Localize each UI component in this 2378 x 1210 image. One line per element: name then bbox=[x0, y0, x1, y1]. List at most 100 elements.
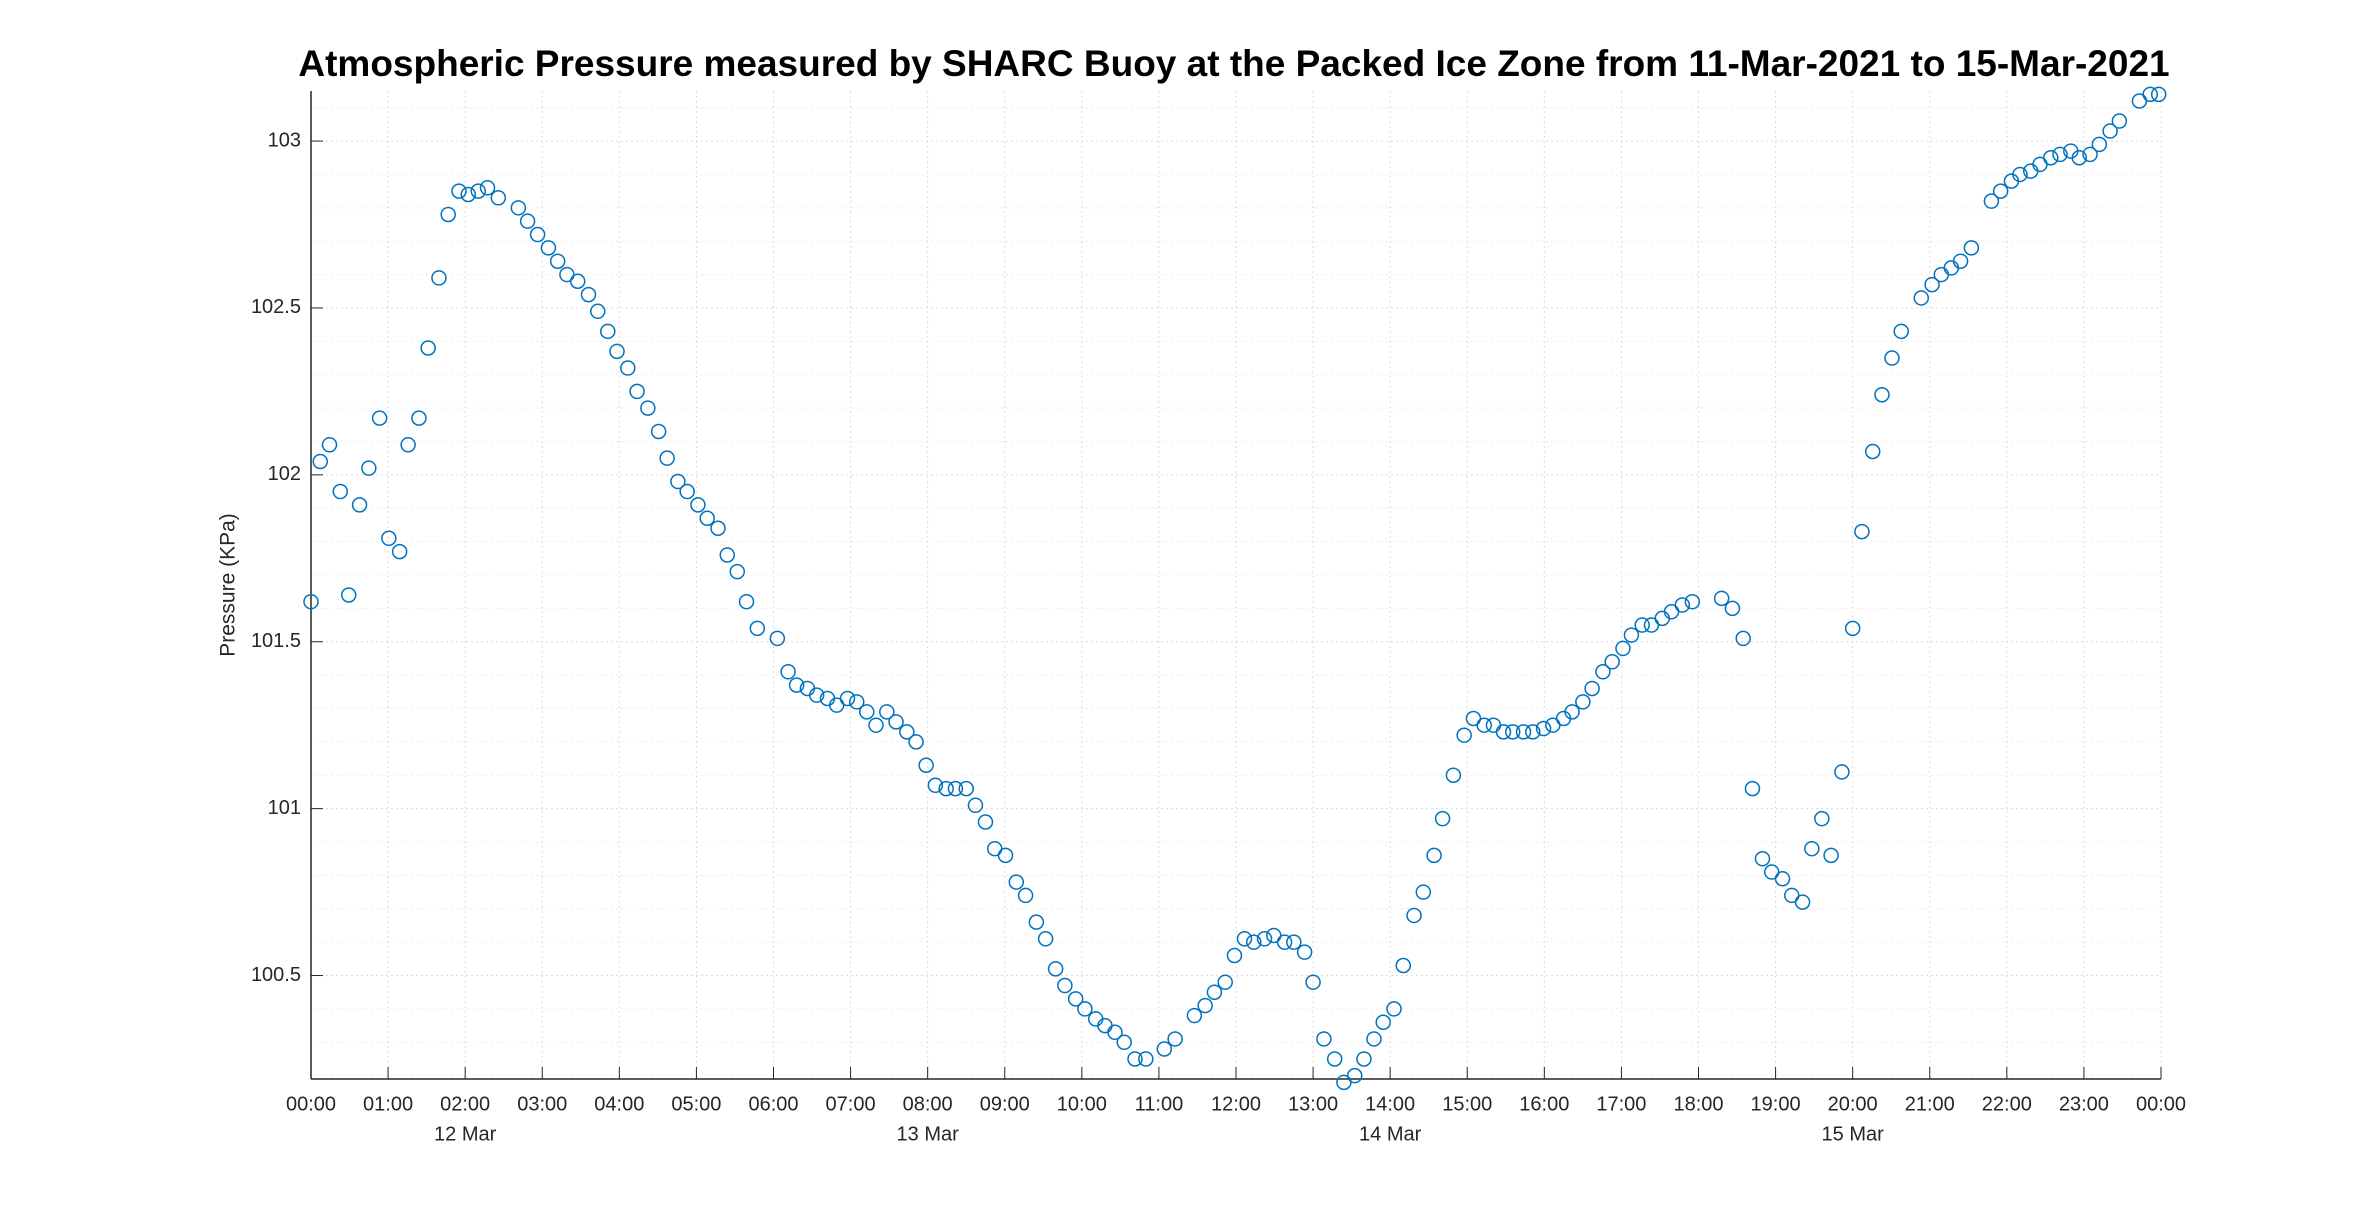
marker bbox=[1426, 847, 1442, 864]
marker bbox=[780, 664, 796, 680]
marker bbox=[1823, 847, 1839, 864]
x-tick-label: 12:00 bbox=[1211, 1093, 1261, 1115]
marker bbox=[808, 687, 825, 703]
x-tick-label: 02:00 bbox=[440, 1093, 490, 1115]
marker bbox=[908, 734, 924, 750]
marker bbox=[361, 460, 377, 476]
marker bbox=[1037, 931, 1054, 947]
marker bbox=[1584, 680, 1600, 697]
x-date-label: 13 Mar bbox=[897, 1123, 960, 1145]
marker bbox=[1794, 894, 1811, 910]
marker bbox=[1495, 724, 1512, 740]
marker bbox=[332, 483, 349, 500]
marker bbox=[670, 473, 686, 490]
marker bbox=[868, 717, 884, 733]
marker bbox=[609, 343, 625, 360]
marker bbox=[1434, 810, 1451, 827]
marker bbox=[738, 593, 755, 610]
marker bbox=[1296, 944, 1313, 960]
marker bbox=[2102, 123, 2118, 139]
marker bbox=[1356, 1051, 1372, 1067]
chart-title: Atmospheric Pressure measured by SHARC B… bbox=[298, 43, 2169, 84]
marker bbox=[699, 510, 715, 526]
marker bbox=[1952, 253, 1969, 269]
marker bbox=[1415, 884, 1432, 900]
x-tick-label: 16:00 bbox=[1519, 1093, 1569, 1115]
x-date-label: 14 Mar bbox=[1359, 1123, 1422, 1145]
marker bbox=[1167, 1031, 1183, 1047]
marker bbox=[1595, 664, 1611, 680]
marker bbox=[1236, 931, 1253, 947]
marker bbox=[839, 690, 856, 707]
marker bbox=[879, 704, 895, 720]
marker bbox=[918, 757, 934, 773]
marker bbox=[1316, 1031, 1332, 1047]
marker bbox=[1724, 600, 1741, 617]
marker bbox=[549, 253, 566, 269]
marker bbox=[1884, 350, 1900, 366]
marker bbox=[899, 724, 915, 740]
marker bbox=[1127, 1051, 1143, 1067]
marker bbox=[2142, 86, 2158, 103]
x-date-label: 12 Mar bbox=[434, 1123, 497, 1145]
marker bbox=[1735, 630, 1751, 647]
marker bbox=[1226, 947, 1243, 964]
marker bbox=[1028, 914, 1045, 930]
marker bbox=[659, 450, 675, 466]
marker bbox=[1286, 934, 1302, 950]
marker bbox=[1256, 931, 1273, 947]
marker bbox=[710, 520, 726, 537]
marker bbox=[321, 437, 338, 453]
marker bbox=[1366, 1031, 1382, 1047]
marker bbox=[460, 186, 476, 203]
marker bbox=[1276, 934, 1293, 950]
marker bbox=[729, 563, 746, 580]
x-tick-label: 23:00 bbox=[2059, 1093, 2109, 1115]
marker bbox=[947, 780, 964, 797]
marker bbox=[479, 180, 496, 196]
y-tick-label: 101.5 bbox=[251, 630, 301, 652]
marker bbox=[529, 226, 546, 243]
y-tick-label: 102.5 bbox=[251, 296, 301, 318]
marker bbox=[1874, 386, 1890, 403]
marker bbox=[769, 630, 786, 647]
marker bbox=[600, 323, 616, 340]
marker bbox=[1615, 640, 1631, 657]
marker bbox=[1186, 1007, 1203, 1024]
x-tick-label: 17:00 bbox=[1596, 1093, 1646, 1115]
marker bbox=[381, 530, 397, 547]
x-tick-label: 18:00 bbox=[1673, 1093, 1723, 1115]
marker bbox=[1406, 907, 1422, 924]
x-tick-label: 14:00 bbox=[1365, 1093, 1415, 1115]
marker bbox=[1245, 934, 1262, 950]
x-tick-label: 07:00 bbox=[826, 1093, 876, 1115]
marker bbox=[1713, 590, 1730, 607]
marker bbox=[1623, 627, 1640, 643]
marker bbox=[470, 183, 487, 199]
marker bbox=[1217, 974, 1233, 990]
marker bbox=[888, 714, 904, 730]
marker bbox=[1913, 290, 1930, 306]
marker bbox=[1535, 720, 1552, 737]
marker bbox=[1744, 780, 1761, 797]
x-tick-label: 22:00 bbox=[1982, 1093, 2032, 1115]
y-tick-label: 101 bbox=[268, 797, 301, 819]
x-tick-label: 05:00 bbox=[671, 1093, 721, 1115]
marker bbox=[958, 780, 974, 797]
marker bbox=[640, 400, 656, 416]
marker bbox=[1515, 724, 1532, 740]
x-tick-label: 03:00 bbox=[517, 1093, 567, 1115]
marker bbox=[580, 286, 597, 303]
marker bbox=[2012, 166, 2028, 183]
marker bbox=[1504, 724, 1521, 740]
marker bbox=[303, 593, 319, 610]
marker bbox=[788, 677, 805, 693]
marker bbox=[2111, 113, 2128, 129]
x-tick-label: 10:00 bbox=[1057, 1093, 1107, 1115]
marker bbox=[2043, 150, 2059, 166]
marker bbox=[1814, 810, 1830, 827]
x-tick-label: 00:00 bbox=[2136, 1093, 2186, 1115]
marker bbox=[1476, 717, 1492, 733]
marker bbox=[938, 780, 954, 797]
marker bbox=[1116, 1034, 1132, 1051]
